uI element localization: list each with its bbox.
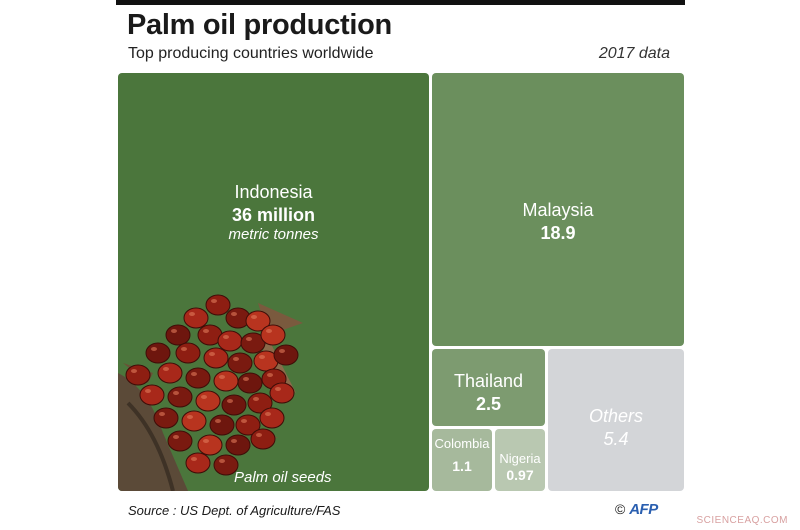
tile-value: 36 million xyxy=(231,204,316,225)
treemap-tile-colombia: Colombia 1.1 xyxy=(432,429,492,491)
top-rule xyxy=(116,0,685,5)
tile-name: Thailand xyxy=(453,371,524,391)
chart-title: Palm oil production xyxy=(127,9,392,41)
tile-name: Nigeria xyxy=(499,451,541,466)
tile-value: 18.9 xyxy=(540,222,576,243)
tile-name: Others xyxy=(588,406,644,426)
tile-name: Malaysia xyxy=(522,200,594,220)
treemap-tile-nigeria: Nigeria 0.97 xyxy=(495,429,545,491)
afp-credit: © AFP xyxy=(615,501,658,518)
treemap-tile-thailand: Thailand 2.5 xyxy=(432,349,545,426)
chart-subtitle: Top producing countries worldwide xyxy=(128,45,374,62)
source-note: Source : US Dept. of Agriculture/FAS xyxy=(128,503,341,518)
palm-fruit-bunch-icon xyxy=(118,294,303,491)
tile-name: Colombia xyxy=(434,436,490,451)
tile-value: 2.5 xyxy=(475,393,502,414)
year-note: 2017 data xyxy=(598,45,670,62)
tile-value: 1.1 xyxy=(452,458,472,475)
tile-value: 0.97 xyxy=(506,467,534,484)
photo-caption: Palm oil seeds xyxy=(234,469,332,486)
tile-unit: metric tonnes xyxy=(228,226,319,243)
tile-value: 5.4 xyxy=(603,428,629,449)
tile-name: Indonesia xyxy=(234,182,313,202)
watermark: SCIENCEAQ.COM xyxy=(696,515,788,526)
treemap-tile-others: Others 5.4 xyxy=(548,349,684,491)
copyright-symbol: © xyxy=(615,501,626,517)
treemap-tile-indonesia: Indonesia 36 million metric tonnes Palm … xyxy=(118,73,429,491)
treemap-tile-malaysia: Malaysia 18.9 xyxy=(432,73,684,346)
afp-logo: AFP xyxy=(629,501,658,518)
